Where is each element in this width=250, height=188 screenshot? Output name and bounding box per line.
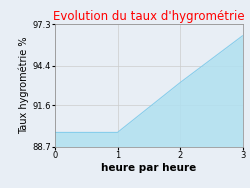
X-axis label: heure par heure: heure par heure bbox=[101, 163, 196, 173]
Y-axis label: Taux hygrométrie %: Taux hygrométrie % bbox=[19, 37, 29, 134]
Title: Evolution du taux d'hygrométrie: Evolution du taux d'hygrométrie bbox=[53, 10, 244, 23]
